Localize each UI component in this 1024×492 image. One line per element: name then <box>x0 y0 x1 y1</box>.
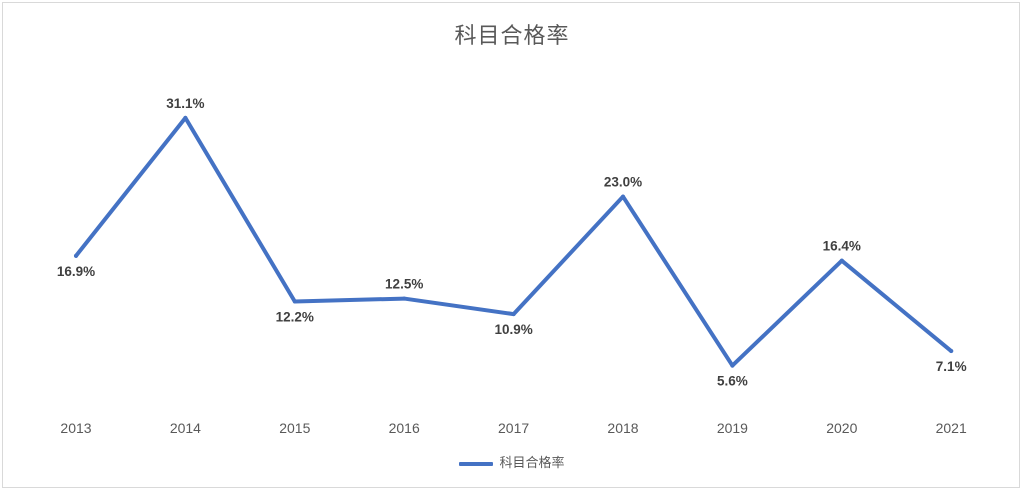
data-point-2020 <box>839 258 844 263</box>
data-label-2016: 12.5% <box>385 277 423 292</box>
data-label-2014: 31.1% <box>166 96 204 111</box>
chart-title: 科目合格率 <box>454 24 570 49</box>
x-tick-label-2017: 2017 <box>498 420 529 436</box>
data-label-2015: 12.2% <box>276 309 314 324</box>
x-tick-label-2020: 2020 <box>826 420 857 436</box>
x-tick-label-2019: 2019 <box>717 420 748 436</box>
data-label-2013: 16.9% <box>57 264 95 279</box>
data-point-2014 <box>183 115 188 120</box>
data-point-2018 <box>621 194 625 199</box>
data-point-2019 <box>730 363 735 368</box>
data-point-2016 <box>402 296 407 301</box>
data-label-2021: 7.1% <box>936 359 967 374</box>
x-tick-label-2021: 2021 <box>936 420 967 436</box>
data-point-2013 <box>74 253 78 258</box>
data-label-2018: 23.0% <box>604 175 642 190</box>
data-label-2019: 5.6% <box>717 374 748 389</box>
x-tick-label-2015: 2015 <box>279 420 310 436</box>
data-label-2020: 16.4% <box>823 239 861 254</box>
x-tick-label-2016: 2016 <box>389 420 420 436</box>
x-tick-label-2013: 2013 <box>60 420 91 436</box>
x-tick-label-2018: 2018 <box>607 420 638 436</box>
legend: 科目合格率 <box>0 452 1024 471</box>
data-point-2017 <box>511 312 516 317</box>
x-tick-label-2014: 2014 <box>170 420 201 436</box>
data-label-2017: 10.9% <box>494 322 532 337</box>
legend-line-swatch <box>459 461 494 466</box>
data-point-2021 <box>949 349 954 354</box>
data-point-2015 <box>292 299 297 304</box>
legend-label: 科目合格率 <box>499 456 565 471</box>
